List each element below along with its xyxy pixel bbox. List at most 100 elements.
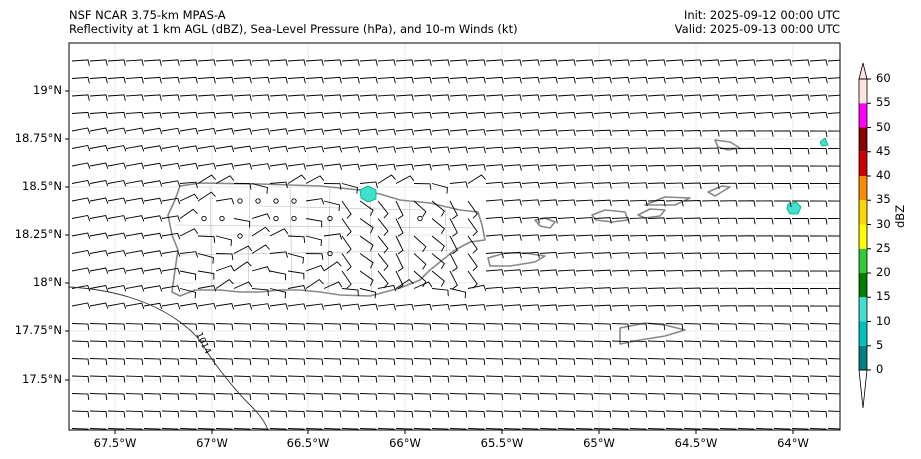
wind-barb bbox=[215, 111, 234, 119]
wind-barb bbox=[773, 270, 792, 277]
wind-barb bbox=[791, 148, 810, 155]
wind-barb bbox=[431, 218, 445, 235]
wind-barb bbox=[323, 146, 343, 153]
wind-barb bbox=[593, 410, 612, 418]
wind-barb bbox=[485, 410, 504, 418]
wind-barb bbox=[467, 200, 478, 219]
wind-barb bbox=[413, 253, 427, 270]
wind-barb bbox=[755, 76, 774, 84]
wind-barb bbox=[737, 165, 756, 172]
wind-barb bbox=[773, 393, 792, 401]
wind-barb bbox=[143, 285, 163, 292]
wind-barb bbox=[269, 358, 288, 366]
wind-barb bbox=[539, 76, 558, 84]
wind-barb bbox=[269, 145, 289, 153]
wind-barb bbox=[71, 358, 90, 366]
wind-barb bbox=[359, 358, 378, 366]
wind-barb bbox=[233, 163, 253, 170]
wind-barb bbox=[395, 94, 414, 101]
wind-barb bbox=[665, 304, 684, 312]
wind-barb bbox=[197, 76, 216, 84]
wind-barb bbox=[827, 288, 840, 295]
wind-barb bbox=[431, 358, 450, 366]
wind-barb bbox=[107, 180, 127, 187]
wind-barb bbox=[755, 270, 774, 277]
wind-barb bbox=[701, 323, 720, 331]
wind-barb bbox=[557, 129, 576, 137]
wind-barb bbox=[683, 200, 702, 207]
wind-barb bbox=[323, 128, 343, 135]
echo-north-coast bbox=[359, 185, 377, 203]
wind-barb bbox=[305, 175, 325, 184]
vieques-outline bbox=[487, 252, 546, 267]
wind-barb bbox=[161, 94, 180, 101]
colorbar-segment bbox=[859, 297, 867, 322]
wind-barb bbox=[503, 286, 522, 294]
wind-barb bbox=[377, 303, 396, 311]
wind-barb bbox=[575, 252, 594, 259]
wind-barb bbox=[161, 180, 181, 187]
wind-barb bbox=[701, 428, 720, 430]
wind-barb bbox=[377, 235, 389, 254]
wind-barb bbox=[521, 234, 540, 241]
wind-barb bbox=[197, 162, 217, 170]
wind-barb bbox=[467, 375, 486, 383]
wind-barb bbox=[809, 148, 828, 155]
wind-barb bbox=[89, 127, 109, 134]
wind-barb bbox=[737, 375, 756, 383]
wind-barb bbox=[539, 216, 558, 224]
wind-barb bbox=[89, 180, 109, 187]
wind-barb bbox=[791, 200, 810, 208]
lon-tick-label: 65.5°W bbox=[480, 436, 524, 450]
wind-barb bbox=[791, 393, 810, 401]
wind-barb bbox=[341, 428, 360, 430]
wind-barb bbox=[575, 340, 594, 348]
wind-barb bbox=[575, 287, 594, 294]
wind-barb bbox=[665, 410, 684, 418]
wind-barb bbox=[215, 128, 235, 135]
colorbar-segment bbox=[859, 127, 867, 152]
colorbar-tick-label: 30 bbox=[876, 216, 891, 231]
wind-barb bbox=[809, 410, 828, 418]
wind-barb bbox=[71, 76, 90, 84]
wind-barb bbox=[737, 305, 756, 312]
wind-barb bbox=[179, 208, 198, 219]
wind-barb bbox=[323, 340, 342, 348]
wind-barb bbox=[413, 358, 432, 366]
wind-barb bbox=[593, 428, 612, 430]
wind-barb bbox=[395, 410, 414, 418]
wind-barb bbox=[125, 375, 144, 383]
wind-barb bbox=[251, 145, 271, 153]
wind-barb bbox=[89, 323, 108, 331]
wind-barb bbox=[701, 252, 720, 260]
wind-barb bbox=[503, 129, 522, 136]
wind-barb bbox=[107, 302, 127, 309]
wind-barb bbox=[611, 304, 630, 312]
wind-barb bbox=[215, 163, 235, 170]
wind-barb bbox=[305, 163, 325, 170]
wind-barb bbox=[467, 253, 478, 272]
wind-barb bbox=[755, 252, 774, 260]
wind-barb bbox=[557, 182, 576, 189]
wind-barb bbox=[665, 234, 684, 242]
wind-barb bbox=[359, 200, 374, 216]
wind-barb bbox=[809, 94, 828, 101]
wind-barb bbox=[611, 147, 630, 154]
wind-barb bbox=[377, 284, 397, 292]
wind-barb bbox=[755, 428, 774, 430]
wind-barb bbox=[719, 340, 738, 348]
wind-barb bbox=[647, 234, 666, 242]
wind-barb bbox=[359, 59, 378, 66]
wind-barb bbox=[377, 76, 396, 84]
wind-barb bbox=[719, 130, 738, 137]
wind-barb bbox=[179, 193, 199, 202]
wind-barb bbox=[737, 270, 756, 277]
wind-barb bbox=[215, 253, 234, 261]
wind-barb bbox=[593, 129, 612, 137]
wind-barb bbox=[359, 428, 378, 430]
lon-tick-label: 65°W bbox=[583, 436, 615, 450]
wind-barb bbox=[377, 358, 396, 366]
lon-tick-label: 66°W bbox=[389, 436, 421, 450]
wind-barb bbox=[305, 323, 324, 331]
wind-barb bbox=[71, 111, 90, 119]
